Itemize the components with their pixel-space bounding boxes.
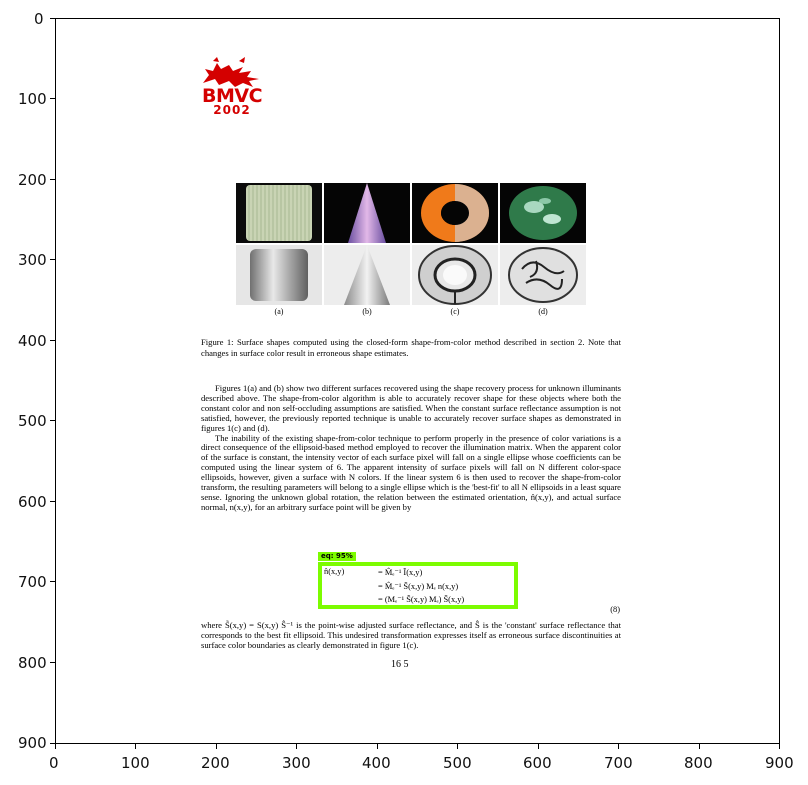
closing-text: where S̃(x,y) = S(x,y) Ŝ⁻¹ is the point-… [201,620,621,650]
y-tick-label: 800 [18,654,47,672]
sublabel-c: (c) [450,307,460,316]
panel-d-shape [500,245,586,305]
figure-sublabels: (a) (b) (c) (d) [236,307,586,319]
x-tick-label: 500 [443,754,472,772]
logo-year: 2002 [213,103,251,117]
panel-a-color [236,183,322,243]
x-tick-label: 100 [121,754,150,772]
equation-number: (8) [610,605,620,614]
panel-b-color [324,183,410,243]
panel-b-shape [324,245,410,305]
plot-axes: BMVC 2002 [55,18,780,744]
equation-line-2: = M̂ₑ⁻¹ S̃(x,y) Mₑ n(x,y) [378,582,459,591]
x-tick-label: 900 [765,754,794,772]
y-tick-label: 600 [18,493,47,511]
y-tick-label: 500 [18,412,47,430]
figure-image-grid [236,183,586,305]
paragraph-1: Figures 1(a) and (b) show two different … [201,383,621,433]
logo-text: BMVC [201,85,263,107]
y-tick-label: 400 [18,332,47,350]
sublabel-b: (b) [362,307,372,316]
dragon-icon [203,57,259,87]
x-tick-label: 0 [49,754,59,772]
equation-8: n̂(x,y) = M̂ₑ⁻¹ Ĩ(x,y) = M̂ₑ⁻¹ S̃(x,y) M… [318,557,620,617]
panel-a-shape [236,245,322,305]
panel-c-color [412,183,498,243]
sublabel-d: (d) [538,307,548,316]
x-tick-label: 600 [523,754,552,772]
y-tick-label: 900 [18,734,47,752]
y-tick-label: 700 [18,573,47,591]
bmvc-logo: BMVC 2002 [199,57,265,117]
x-tick-label: 800 [684,754,713,772]
sublabel-a: (a) [274,307,284,316]
x-tick-label: 700 [604,754,633,772]
paragraph-2: The inability of the existing shape-from… [201,432,621,512]
equation-lhs: n̂(x,y) [324,567,345,576]
x-tick-label: 200 [201,754,230,772]
y-tick-label: 300 [18,251,47,269]
y-tick-label: 100 [18,90,47,108]
x-tick-label: 300 [282,754,311,772]
y-tick-label: 200 [18,171,47,189]
equation-line-3: = (Mₑ⁻¹ S̃(x,y) Mₑ) S̃(x,y) [378,595,465,604]
equation-highlight-box [318,562,518,609]
equation-highlight-tag: eq: 95% [318,552,356,561]
panel-d-color [500,183,586,243]
y-tick-label: 0 [34,10,44,28]
x-tick-label: 400 [362,754,391,772]
panel-c-shape [412,245,498,305]
equation-line-1: = M̂ₑ⁻¹ Ĩ(x,y) [378,568,423,577]
body-text: Figures 1(a) and (b) show two different … [201,383,621,513]
page-number: 16 5 [391,659,409,670]
figure-caption: Figure 1: Surface shapes computed using … [201,337,621,358]
